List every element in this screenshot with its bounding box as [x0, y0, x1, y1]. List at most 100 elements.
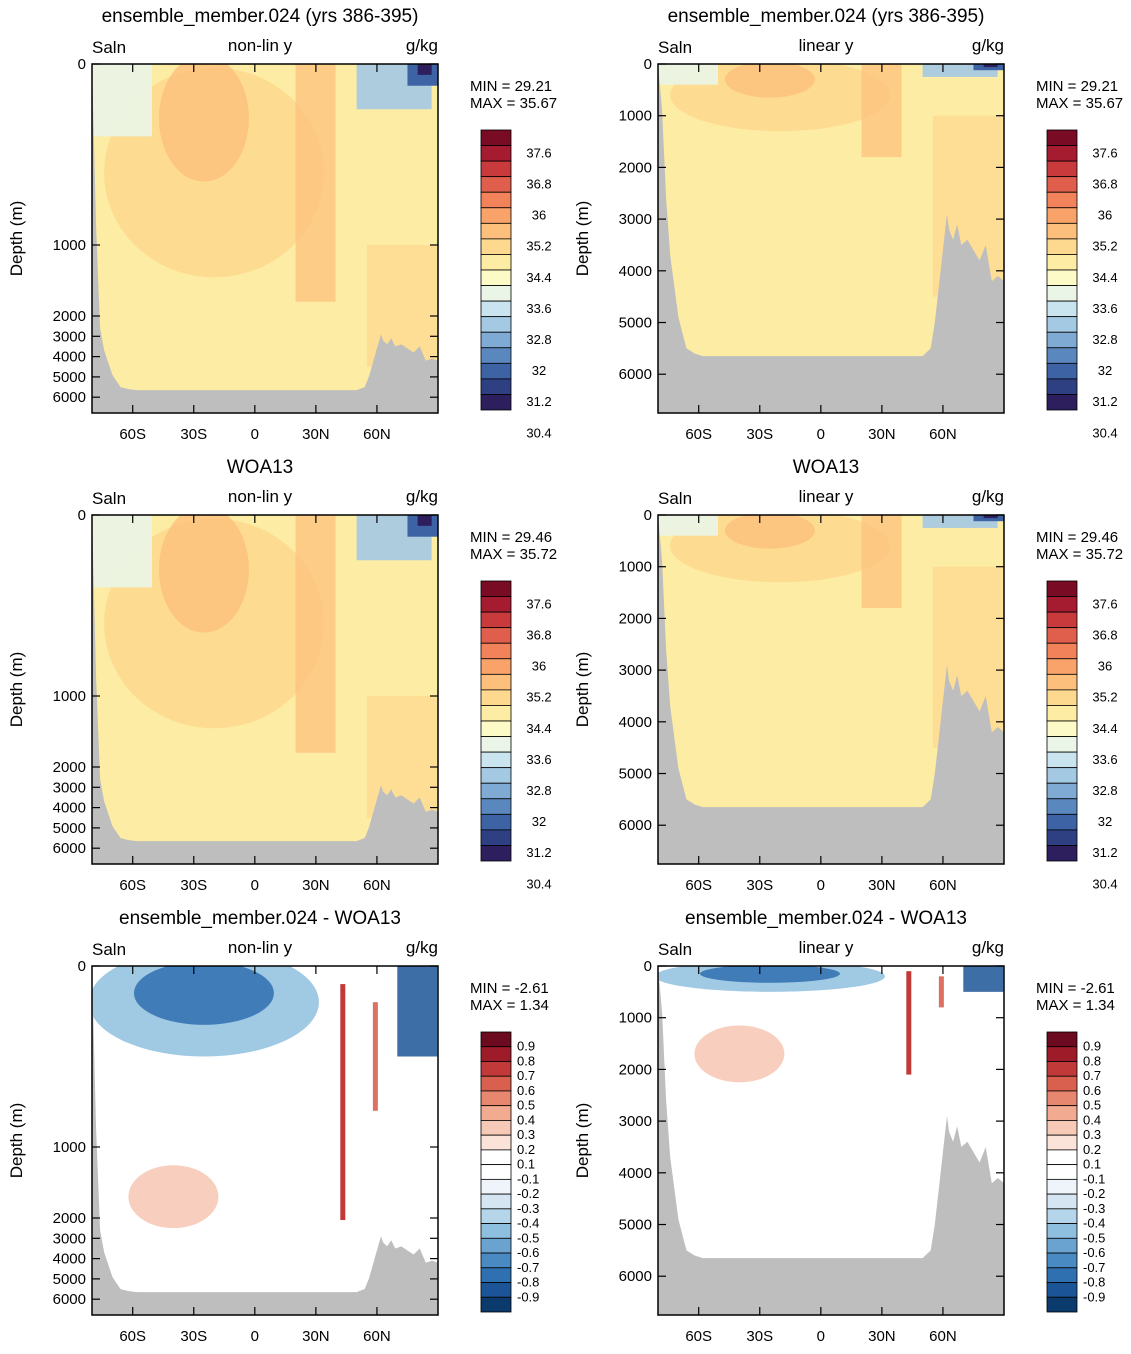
colorbar-label: -0.7	[1083, 1260, 1105, 1275]
y-tick-label: 6000	[619, 817, 652, 834]
plot-frame	[91, 514, 439, 865]
axis-mode-label: linear y	[799, 487, 854, 506]
plot-frame	[91, 965, 439, 1316]
y-tick-label: 6000	[53, 389, 86, 406]
y-tick-label: 4000	[53, 349, 86, 366]
colorbar-bin	[480, 596, 512, 613]
plot-frame	[657, 965, 1005, 1316]
colorbar-label: 36.8	[526, 176, 551, 191]
colorbar-bin	[1046, 1120, 1078, 1136]
colorbar-bin	[480, 331, 512, 349]
colorbar-label: 33.6	[526, 752, 551, 767]
colorbar-bin	[480, 394, 512, 411]
colorbar-bin	[480, 642, 512, 660]
colorbar-bin	[480, 829, 512, 846]
colorbar-label: 35.2	[526, 690, 551, 705]
plot-frame	[657, 514, 1005, 865]
colorbar-bin	[480, 845, 512, 862]
subtropical-max	[158, 64, 249, 182]
colorbar-label: -0.6	[1083, 1245, 1105, 1260]
plot-frame	[657, 63, 1005, 414]
colorbar-label: 0.1	[1083, 1157, 1101, 1172]
panel-title: ensemble_member.024 - WOA13	[685, 908, 967, 929]
fresh-bias-core	[699, 966, 840, 983]
colorbar-bin	[1046, 1075, 1078, 1092]
colorbar-bin	[480, 347, 512, 364]
colorbar-label: 0.5	[517, 1098, 535, 1113]
y-tick-label: 4000	[619, 714, 652, 731]
outflow-plume-bias	[906, 971, 912, 1075]
y-tick-label: 3000	[619, 1113, 652, 1130]
colorbar-label: -0.6	[517, 1245, 539, 1260]
units-label: g/kg	[972, 487, 1004, 506]
salty-bias-intermediate	[128, 1165, 219, 1229]
y-tick-label: 0	[644, 56, 652, 73]
colorbar-bin	[1046, 207, 1078, 224]
max-value: MAX = 1.34	[1036, 997, 1115, 1014]
bathymetry-land	[92, 966, 438, 1315]
colorbar-bin	[480, 176, 512, 193]
colorbar-bin	[1046, 813, 1078, 831]
colorbar-bin	[480, 813, 512, 831]
colorbar-label: 0.3	[1083, 1127, 1101, 1142]
colorbar-bin	[480, 627, 512, 644]
y-tick-label: 1000	[53, 1139, 86, 1156]
colorbar-bin	[1046, 316, 1078, 333]
y-tick-label: 3000	[619, 662, 652, 679]
salinity-field	[92, 515, 438, 864]
colorbar-bin	[480, 316, 512, 333]
colorbar-bin	[1046, 611, 1078, 629]
colorbar-label: 37.6	[526, 596, 551, 611]
y-tick-label: 1000	[619, 108, 652, 125]
y-tick-label: 0	[78, 958, 86, 975]
y-tick-label: 2000	[619, 1061, 652, 1078]
y-tick-label: 3000	[53, 328, 86, 345]
panel-p4: WOA13 Saln linear y g/kg 0 1000 2000 3000 4000 50…	[573, 457, 1123, 894]
x-tick-label: 60S	[119, 877, 146, 894]
colorbar-label: 32	[532, 814, 546, 829]
colorbar-label: 0.2	[517, 1142, 535, 1157]
y-tick-label: 2000	[53, 759, 86, 776]
colorbar-label: 35.2	[526, 239, 551, 254]
salinity-field	[658, 966, 1004, 1315]
colorbar-label: 36.8	[526, 627, 551, 642]
colorbar-label: -0.3	[1083, 1201, 1105, 1216]
colorbar-label: 0.8	[1083, 1053, 1101, 1068]
bathymetry-land	[658, 64, 1004, 413]
min-value: MIN = 29.46	[470, 529, 552, 546]
panel-p1: ensemble_member.024 (yrs 386-395) Saln non…	[7, 6, 557, 443]
colorbar-bin	[480, 1075, 512, 1092]
x-tick-label: 60S	[685, 877, 712, 894]
colorbar-bin	[1046, 176, 1078, 193]
colorbar-label: -0.1	[517, 1171, 539, 1186]
x-tick-label: 0	[251, 877, 259, 894]
colorbar-label: 30.4	[526, 876, 551, 891]
arctic-min	[983, 515, 998, 519]
plot-frame	[91, 63, 439, 414]
subtropical-max	[724, 64, 815, 98]
x-tick-label: 30N	[302, 877, 330, 894]
colorbar-bin	[480, 1061, 512, 1077]
colorbar-bin	[1046, 1164, 1078, 1180]
colorbar-bin	[1046, 1296, 1078, 1313]
x-tick-label: 30N	[868, 1328, 896, 1345]
y-axis-label: Depth (m)	[573, 1103, 592, 1179]
variable-label: Saln	[92, 489, 126, 508]
colorbar-label: 36	[1098, 208, 1112, 223]
colorbar-bin	[1046, 1061, 1078, 1077]
colorbar-bin	[1046, 767, 1078, 784]
colorbar-bin	[480, 782, 512, 800]
colorbar-bin	[1046, 300, 1078, 318]
outflow-plume-bias	[340, 984, 346, 1221]
bathymetry-land	[658, 966, 1004, 1315]
y-tick-label: 0	[644, 958, 652, 975]
colorbar-bin	[1046, 269, 1078, 286]
arctic-min	[983, 64, 998, 68]
salinity-field	[658, 64, 1004, 413]
variable-label: Saln	[658, 489, 692, 508]
colorbar-label: 0.8	[517, 1053, 535, 1068]
southern-fresh-surface	[658, 515, 718, 536]
colorbar-bin	[480, 1090, 512, 1107]
axis-mode-label: non-lin y	[228, 487, 293, 506]
colorbar-bin	[1046, 191, 1078, 209]
